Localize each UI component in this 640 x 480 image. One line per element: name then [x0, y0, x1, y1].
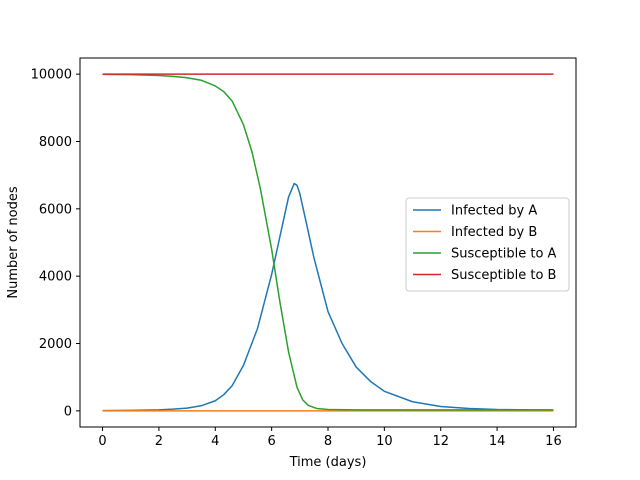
x-tick-label: 16	[545, 434, 562, 449]
legend-label: Susceptible to A	[451, 247, 557, 262]
series-layer	[102, 73, 554, 412]
x-tick-label: 4	[211, 434, 219, 449]
y-axis-ticks: 0 2000 4000 6000 8000 10000	[31, 68, 80, 419]
x-tick-label: 12	[432, 434, 449, 449]
y-tick-label: 2000	[39, 337, 72, 352]
legend-label: Susceptible to B	[451, 268, 556, 283]
x-tick-label: 0	[98, 434, 106, 449]
legend-label: Infected by A	[451, 204, 537, 219]
x-tick-label: 2	[155, 434, 163, 449]
legend: Infected by A Infected by B Susceptible to…	[405, 197, 570, 292]
x-axis-ticks: 0 2 4 6 8 10 12 14 16	[98, 427, 562, 449]
y-tick-label: 0	[64, 404, 72, 419]
legend-box	[405, 197, 570, 292]
x-tick-label: 8	[324, 434, 332, 449]
y-tick-label: 6000	[39, 202, 72, 217]
x-tick-label: 6	[267, 434, 275, 449]
y-tick-label: 10000	[31, 68, 72, 83]
x-tick-label: 10	[376, 434, 393, 449]
y-tick-label: 4000	[39, 270, 72, 285]
x-tick-label: 14	[489, 434, 506, 449]
legend-label: Infected by B	[451, 225, 537, 240]
series-line-2	[102, 73, 554, 411]
series-line-0	[102, 182, 554, 412]
y-axis-label: Number of nodes	[6, 186, 21, 298]
y-tick-label: 8000	[39, 135, 72, 150]
x-axis-label: Time (days)	[289, 455, 367, 470]
